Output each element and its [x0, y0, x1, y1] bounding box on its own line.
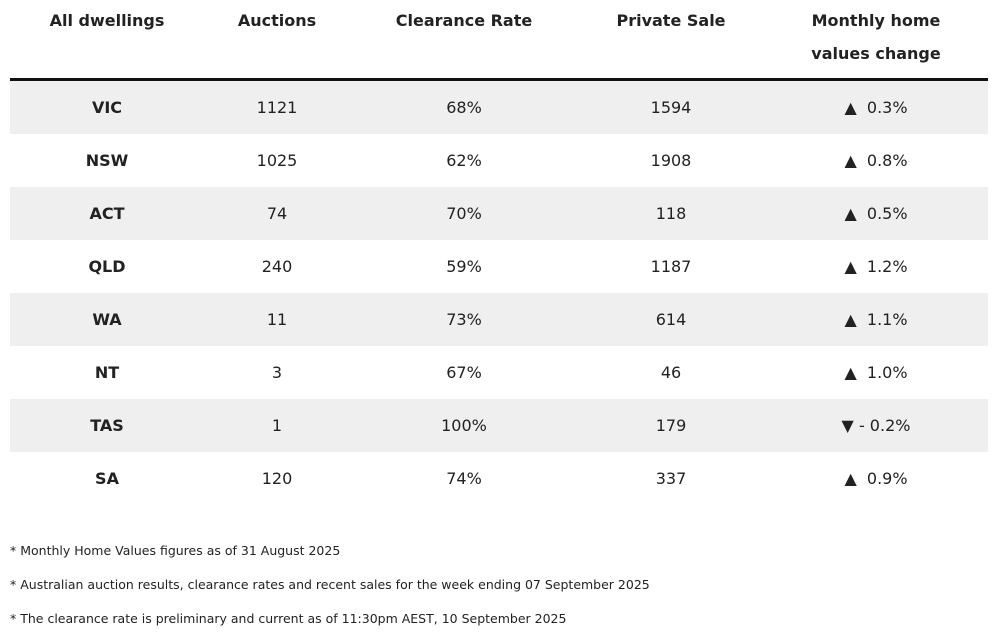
- value-cell: 614: [578, 293, 764, 346]
- value-cell: ▲ 0.3%: [764, 79, 988, 134]
- state-cell: SA: [95, 469, 119, 488]
- state-cell: ACT: [10, 187, 204, 240]
- table-row: SA 120 74% 337 ▲ 0.9%: [10, 452, 988, 505]
- value-cell: 46: [660, 363, 682, 382]
- value-cell: 118: [578, 187, 764, 240]
- column-header: Monthly home values change: [764, 0, 988, 81]
- table-row: QLD 240 59% 1187 ▲ 1.2%: [10, 240, 988, 293]
- value-cell: ▼ - 0.2%: [764, 399, 988, 452]
- header-text: Auctions: [237, 11, 317, 30]
- table-row: NSW 1025 62% 1908 ▲ 0.8%: [10, 134, 988, 187]
- value-cell: ▲ 0.8%: [844, 151, 908, 170]
- value-cell: 1121: [204, 79, 350, 134]
- value-cell: 74: [204, 187, 350, 240]
- table-row: VIC 1121 68% 1594 ▲ 0.3%: [10, 79, 988, 134]
- value-cell: ▲ 1.2%: [844, 257, 908, 276]
- value-cell: 70%: [350, 187, 578, 240]
- value-cell: 1: [204, 399, 350, 452]
- value-cell: 1025: [256, 151, 298, 170]
- value-cell: 337: [655, 469, 687, 488]
- value-cell: 1187: [650, 257, 692, 276]
- table-body: VIC 1121 68% 1594 ▲ 0.3% NSW 1025 62% 1908 ▲ 0.8%…: [10, 79, 988, 506]
- value-cell: 68%: [350, 79, 578, 134]
- table-row: TAS 1 100% 179 ▼ - 0.2%: [10, 399, 988, 452]
- value-cell: 74%: [446, 469, 482, 488]
- state-cell: WA: [10, 293, 204, 346]
- state-cell: NSW: [85, 151, 129, 170]
- results-table: All dwellings Auctions Clearance Rate Priva…: [10, 0, 988, 505]
- table-row: WA 11 73% 614 ▲ 1.1%: [10, 293, 988, 346]
- header-text: Private Sale: [616, 11, 726, 30]
- value-cell: 100%: [350, 399, 578, 452]
- footnotes: * Monthly Home Values figures as of 31 A…: [10, 540, 650, 642]
- value-cell: ▲ 1.1%: [764, 293, 988, 346]
- value-cell: 59%: [446, 257, 482, 276]
- footnote: * The clearance rate is preliminary and …: [10, 611, 567, 626]
- value-cell: ▲ 0.9%: [844, 469, 908, 488]
- column-header: Clearance Rate: [350, 0, 578, 81]
- header-text: Monthly home values change: [811, 11, 941, 63]
- column-header: Private Sale: [578, 0, 764, 81]
- table-row: NT 3 67% 46 ▲ 1.0%: [10, 346, 988, 399]
- value-cell: 179: [578, 399, 764, 452]
- value-cell: ▲ 0.5%: [764, 187, 988, 240]
- value-cell: 73%: [350, 293, 578, 346]
- value-cell: 62%: [446, 151, 482, 170]
- value-cell: ▲ 1.0%: [844, 363, 908, 382]
- column-header: All dwellings: [10, 0, 204, 81]
- value-cell: 67%: [446, 363, 482, 382]
- table-row: ACT 74 70% 118 ▲ 0.5%: [10, 187, 988, 240]
- footnote: * Monthly Home Values figures as of 31 A…: [10, 543, 341, 558]
- state-cell: NT: [94, 363, 120, 382]
- column-header: Auctions: [204, 0, 350, 81]
- state-cell: TAS: [10, 399, 204, 452]
- footnote: * Australian auction results, clearance …: [10, 577, 650, 592]
- header-text: Clearance Rate: [395, 11, 533, 30]
- header-text: All dwellings: [49, 11, 165, 30]
- header-row: All dwellings Auctions Clearance Rate Priva…: [10, 0, 988, 81]
- value-cell: 3: [271, 363, 283, 382]
- value-cell: 1594: [578, 79, 764, 134]
- value-cell: 240: [261, 257, 293, 276]
- value-cell: 11: [204, 293, 350, 346]
- state-cell: VIC: [10, 79, 204, 134]
- value-cell: 120: [261, 469, 293, 488]
- state-cell: QLD: [88, 257, 126, 276]
- value-cell: 1908: [650, 151, 692, 170]
